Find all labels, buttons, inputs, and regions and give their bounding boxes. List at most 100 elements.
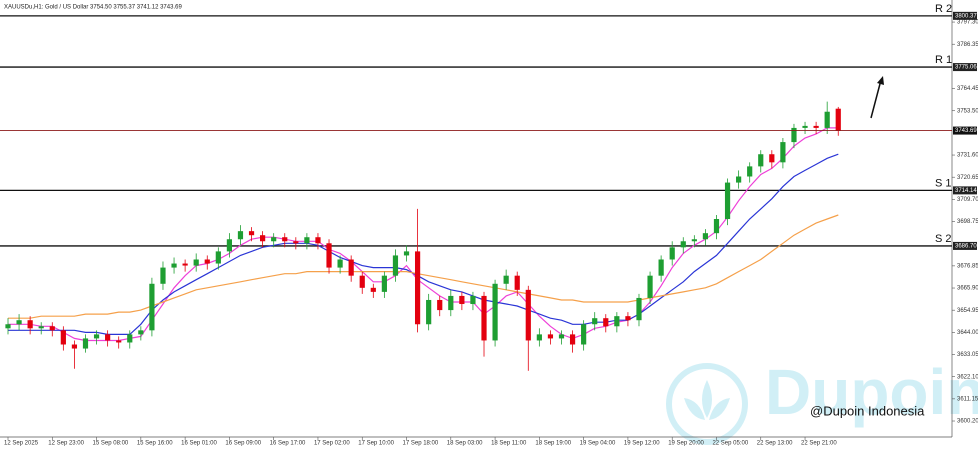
level-label: S 2 — [935, 233, 952, 245]
candle-body — [215, 251, 221, 264]
candle-body — [160, 267, 166, 284]
x-tick-label: 22 Sep 13:00 — [757, 441, 793, 447]
arrow-head — [877, 76, 884, 85]
candle-body — [82, 338, 89, 349]
level-label: R 2 — [935, 3, 952, 15]
x-tick-label: 22 Sep 05:00 — [712, 441, 748, 447]
price-box — [953, 126, 977, 135]
candle-body — [403, 251, 410, 256]
candle-body — [93, 334, 100, 339]
candle-body — [503, 275, 509, 284]
candle-body — [769, 154, 775, 163]
candle-body — [437, 299, 443, 311]
candle-body — [758, 154, 764, 167]
x-tick-label: 16 Sep 01:00 — [181, 441, 217, 447]
price-box — [953, 241, 977, 250]
candle-body — [359, 275, 365, 288]
candle-body — [603, 318, 609, 327]
candle-body — [558, 334, 565, 339]
y-tick-label: 3764.45 — [957, 86, 978, 92]
x-tick-label: 18 Sep 11:00 — [491, 441, 527, 447]
candle-body — [514, 275, 520, 290]
candle-body — [747, 166, 753, 177]
candle-body — [71, 344, 78, 349]
x-tick-label: 16 Sep 09:00 — [225, 441, 261, 447]
candle-body — [138, 330, 144, 335]
candle-body — [736, 176, 742, 183]
candle-body — [5, 324, 11, 329]
candle-body — [204, 259, 210, 264]
candle-body — [16, 320, 22, 325]
x-tick-label: 22 Sep 21:00 — [801, 441, 837, 447]
y-tick-label: 3600.20 — [957, 419, 978, 425]
candle-body — [315, 237, 321, 244]
x-tick-label: 15 Sep 08:00 — [93, 441, 129, 447]
y-tick-label: 3731.60 — [957, 153, 978, 159]
candle-body — [27, 320, 33, 329]
candle-body — [38, 326, 44, 329]
candle-body — [271, 237, 277, 242]
x-tick-label: 17 Sep 10:00 — [358, 441, 394, 447]
candle-body — [182, 263, 188, 266]
y-tick-label: 3698.75 — [957, 219, 978, 225]
candle-body — [448, 295, 454, 311]
candle-body — [149, 283, 155, 331]
moving-average — [8, 127, 839, 342]
price-box — [953, 11, 977, 20]
price-box-label: 3714.14 — [955, 188, 977, 194]
moving-average — [8, 153, 839, 335]
candle-body — [791, 127, 797, 143]
candle-body — [370, 287, 376, 292]
level-label: S 1 — [935, 177, 952, 189]
candle-body — [414, 251, 421, 325]
x-tick-label: 12 Sep 2025 — [4, 441, 39, 447]
price-box-label: 3686.70 — [955, 244, 977, 250]
y-tick-label: 3654.95 — [957, 308, 978, 314]
arrow — [870, 79, 882, 119]
x-tick-label: 19 Sep 04:00 — [580, 441, 616, 447]
candle-body — [569, 334, 576, 345]
candle-body — [426, 299, 432, 325]
candle-body — [592, 318, 598, 325]
candle-body — [547, 334, 554, 339]
price-box-label: 3743.69 — [955, 128, 977, 134]
chart-title: XAUUSDu,H1: Gold / US Dollar 3754.50 375… — [4, 5, 182, 11]
price-box-label: 3800.37 — [955, 13, 977, 19]
candle-body — [237, 231, 244, 240]
candle-body — [127, 334, 133, 343]
candle-body — [49, 326, 55, 331]
candle-body — [304, 237, 310, 244]
x-tick-label: 17 Sep 02:00 — [314, 441, 350, 447]
candle-body — [326, 243, 332, 268]
y-tick-label: 3633.05 — [957, 352, 978, 358]
candle-body — [647, 275, 653, 298]
candle-body — [658, 259, 664, 276]
candle-body — [248, 231, 255, 236]
candle-body — [669, 247, 675, 260]
y-tick-label: 3676.85 — [957, 263, 978, 269]
x-tick-label: 15 Sep 16:00 — [137, 441, 173, 447]
candle-body — [171, 263, 177, 268]
candle-body — [282, 237, 288, 242]
candle-body — [702, 233, 709, 240]
candle-body — [226, 239, 232, 252]
x-tick-label: 12 Sep 23:00 — [48, 441, 84, 447]
candle-body — [536, 334, 542, 341]
candle-body — [116, 340, 122, 343]
candle-body — [381, 275, 387, 292]
price-box — [953, 63, 977, 72]
candle-body — [392, 255, 399, 276]
y-tick-label: 3797.30 — [957, 20, 978, 26]
candle-body — [337, 259, 343, 268]
candle-body — [713, 219, 720, 234]
candle-body — [348, 259, 354, 276]
y-tick-label: 3665.90 — [957, 286, 978, 292]
candle-body — [293, 241, 299, 244]
candle-body — [105, 334, 111, 341]
watermark: Dupoin — [765, 356, 978, 428]
candle-body — [625, 316, 631, 321]
y-tick-label: 3611.15 — [957, 396, 978, 402]
candle-body — [525, 289, 531, 341]
